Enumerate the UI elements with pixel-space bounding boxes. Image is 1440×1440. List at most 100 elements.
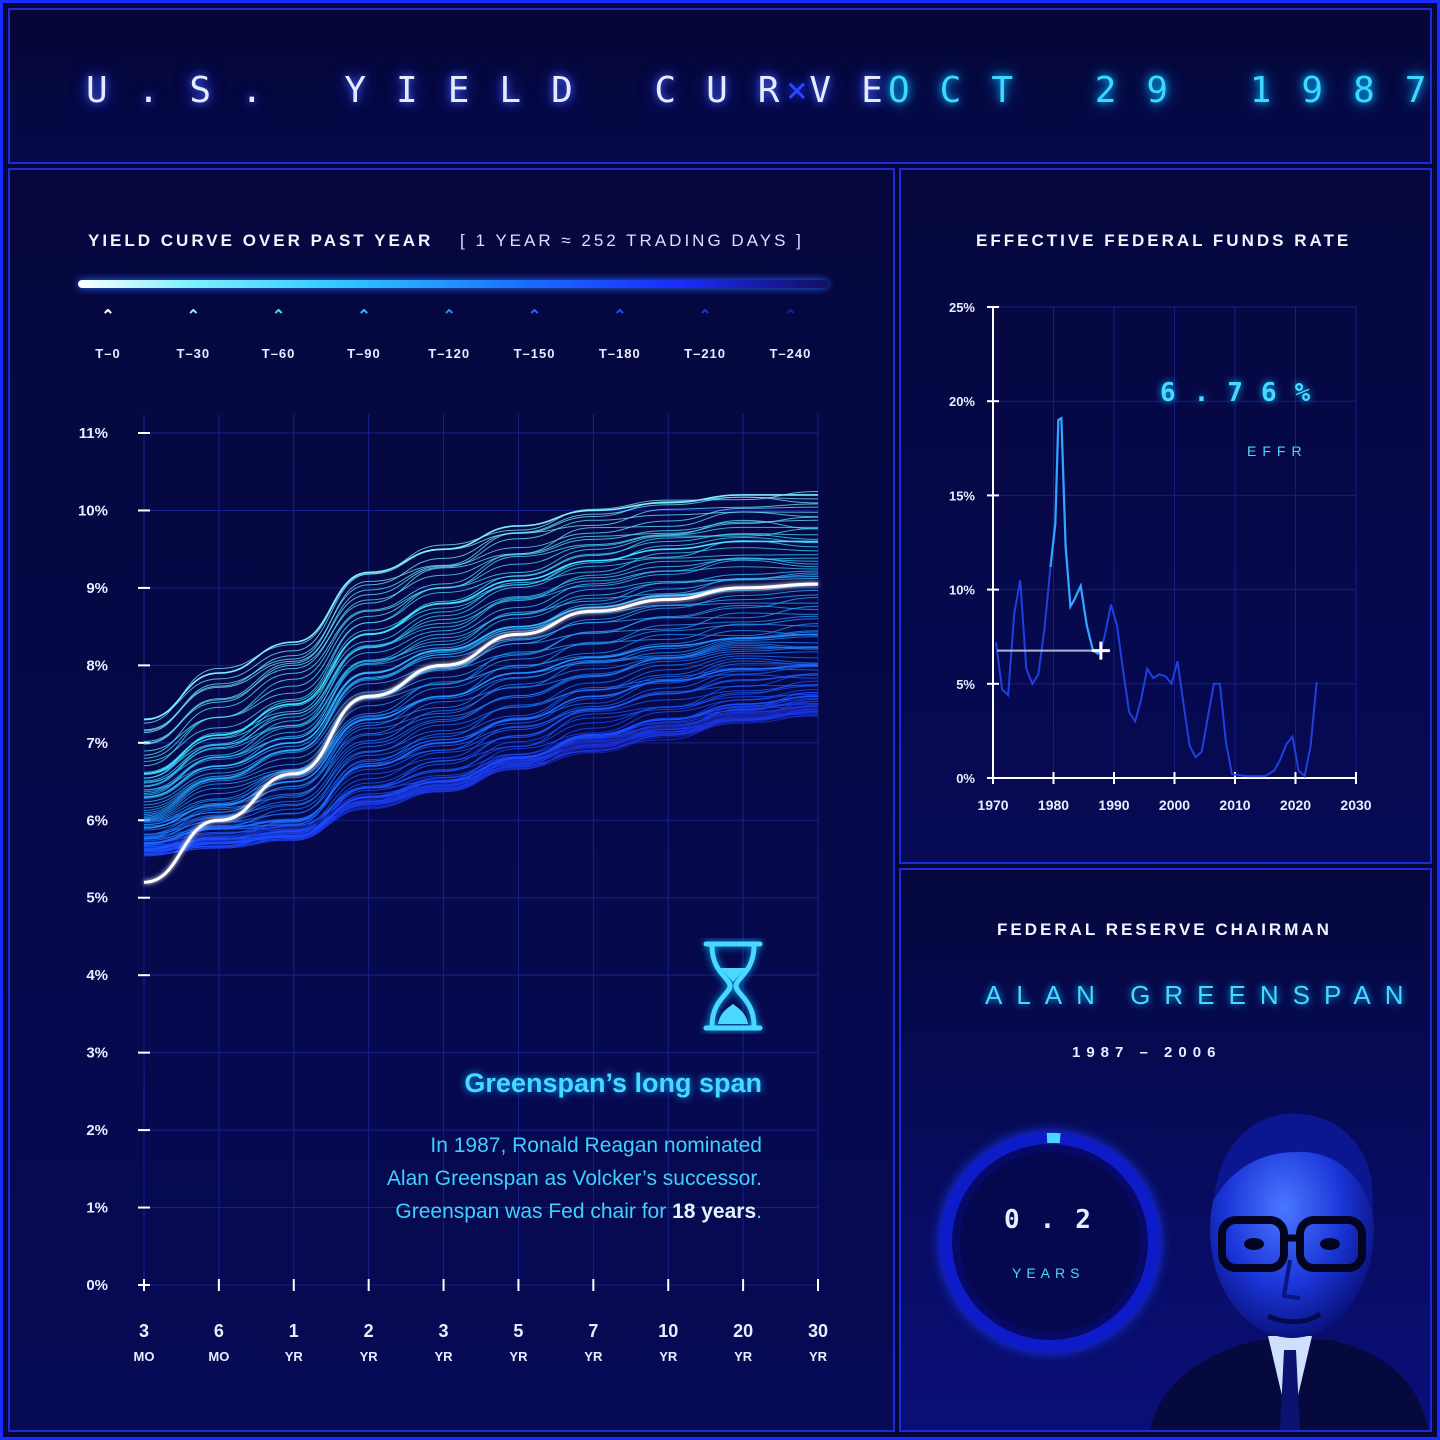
yield-curve-line xyxy=(143,711,819,851)
note-line-1: In 1987, Ronald Reagan nominated xyxy=(430,1134,762,1157)
effr-x-tick-label: 1970 xyxy=(977,797,1008,813)
x-tick-label: 1 xyxy=(289,1321,299,1341)
y-tick-label: 1% xyxy=(86,1200,108,1217)
greenspan-portrait xyxy=(1150,1113,1428,1430)
legend-label: T–150 xyxy=(513,346,556,361)
effr-highlight-line xyxy=(1049,416,1102,656)
x-tick-label: 20 xyxy=(733,1321,753,1341)
title-date: OCT 29 1987 xyxy=(888,70,1440,111)
legend-label: T–90 xyxy=(347,346,381,361)
note-line-3-bold: 18 years xyxy=(672,1200,757,1223)
tenure-value: 0.2 xyxy=(1004,1205,1111,1235)
legend-marker-icon: ⌃ xyxy=(271,308,286,325)
hourglass-icon xyxy=(703,941,763,1031)
yield-curve-line xyxy=(143,506,819,744)
yield-curve-line xyxy=(143,511,819,732)
tenure-ring-inner xyxy=(960,1152,1140,1332)
yield-curve-line xyxy=(143,557,819,787)
legend-marker-icon: ⌃ xyxy=(698,308,712,325)
x-tick-unit: MO xyxy=(134,1349,155,1364)
yield-curve-line xyxy=(143,644,819,839)
x-tick-unit: YR xyxy=(285,1349,304,1364)
legend-label: T–0 xyxy=(95,346,121,361)
yield-curve-line xyxy=(143,519,819,745)
effr-y-tick-label: 10% xyxy=(949,583,975,598)
yield-curve-line xyxy=(143,605,819,817)
page-title: U.S. YIELD CURVE xyxy=(86,70,913,111)
x-tick-unit: YR xyxy=(435,1349,454,1364)
effr-chart-title: EFFECTIVE FEDERAL FUNDS RATE xyxy=(976,231,1352,250)
yield-series-line xyxy=(143,583,819,798)
yield-curve-line xyxy=(143,526,819,759)
chairman-name: ALAN GREENSPAN xyxy=(985,980,1418,1010)
x-tick-label: 2 xyxy=(364,1321,374,1341)
header-panel xyxy=(8,8,1432,164)
effr-label: EFFR xyxy=(1247,443,1308,459)
yield-series-line xyxy=(143,664,819,845)
note-line-2: Alan Greenspan as Volcker’s successor. xyxy=(386,1167,762,1190)
effr-y-tick-label: 20% xyxy=(949,394,975,409)
yield-curve-line xyxy=(143,572,819,796)
x-tick-unit: YR xyxy=(509,1349,528,1364)
legend-marker-icon: ⌃ xyxy=(357,308,371,325)
x-tick-label: 3 xyxy=(139,1321,149,1341)
legend-label: T–30 xyxy=(176,346,211,361)
y-tick-label: 6% xyxy=(86,812,108,829)
y-tick-label: 0% xyxy=(86,1277,108,1294)
effr-x-tick-label: 2000 xyxy=(1159,797,1190,813)
y-tick-label: 2% xyxy=(86,1122,108,1139)
note-title: Greenspan’s long span xyxy=(464,1068,762,1098)
yield-curve-line xyxy=(143,630,819,826)
effr-y-tick-label: 25% xyxy=(949,300,975,315)
yield-curve-line xyxy=(143,528,819,767)
x-tick-label: 7 xyxy=(588,1321,598,1341)
yield-curve-line xyxy=(143,574,819,794)
legend-marker-icon: ⌃ xyxy=(783,308,798,325)
yield-curve-line xyxy=(143,646,819,840)
effr-series-line xyxy=(995,416,1318,779)
x-tick-unit: YR xyxy=(734,1349,753,1364)
y-tick-label: 7% xyxy=(86,735,108,752)
yield-curve-line xyxy=(143,602,819,811)
y-tick-label: 4% xyxy=(86,967,108,984)
yield-curve-panel xyxy=(8,168,895,1432)
yield-curve-line xyxy=(143,664,819,850)
yield-curve-line xyxy=(143,657,819,838)
note-line-3-prefix: Greenspan was Fed chair for xyxy=(395,1200,673,1223)
legend-label: T–210 xyxy=(684,346,727,361)
legend-label: T–180 xyxy=(598,346,641,361)
legend-label: T–60 xyxy=(261,346,296,361)
y-tick-label: 10% xyxy=(78,502,108,519)
yield-curve-line xyxy=(143,533,819,762)
yield-series-line xyxy=(143,695,819,853)
yield-curve-line xyxy=(143,576,819,791)
yield-curve-bundle xyxy=(143,491,819,857)
yield-curve-line xyxy=(143,629,819,823)
yield-curve-line xyxy=(143,519,819,752)
legend-marker-icon: ⌃ xyxy=(527,308,542,325)
x-tick-label: 6 xyxy=(214,1321,224,1341)
yield-series-line xyxy=(143,540,818,775)
yield-series-line xyxy=(143,494,818,721)
x-tick-unit: YR xyxy=(360,1349,379,1364)
x-tick-unit: YR xyxy=(809,1349,828,1364)
yield-curve-line xyxy=(143,685,819,850)
yield-curve-line xyxy=(143,577,819,793)
tenure-label: YEARS xyxy=(1012,1265,1085,1281)
yield-curve-line xyxy=(143,673,819,844)
yield-curve-line xyxy=(143,558,819,788)
legend-marker-icon: ⌃ xyxy=(101,308,115,325)
yield-curve-line xyxy=(143,597,819,814)
yield-curve-line xyxy=(143,566,819,784)
yield-curve-line xyxy=(143,605,819,816)
tenure-ring xyxy=(940,1132,1160,1352)
note-line-3-suffix: . xyxy=(756,1200,762,1223)
yield-curve-line xyxy=(143,651,819,835)
note-line-3: Greenspan was Fed chair for 18 years. xyxy=(300,1200,762,1224)
effr-y-tick-label: 5% xyxy=(956,677,975,692)
legend-gradient-bar xyxy=(78,280,828,288)
yield-series-line xyxy=(143,582,819,884)
x-tick-label: 10 xyxy=(658,1321,678,1341)
